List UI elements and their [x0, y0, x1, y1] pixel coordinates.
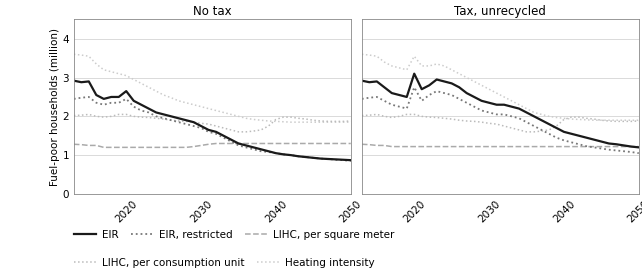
Title: No tax: No tax	[193, 5, 232, 18]
Y-axis label: Fuel-poor households (million): Fuel-poor households (million)	[49, 28, 60, 186]
Legend: LIHC, per consumption unit, Heating intensity: LIHC, per consumption unit, Heating inte…	[69, 253, 379, 272]
Legend: EIR, EIR, restricted, LIHC, per square meter: EIR, EIR, restricted, LIHC, per square m…	[69, 226, 399, 244]
Title: Tax, unrecycled: Tax, unrecycled	[455, 5, 546, 18]
